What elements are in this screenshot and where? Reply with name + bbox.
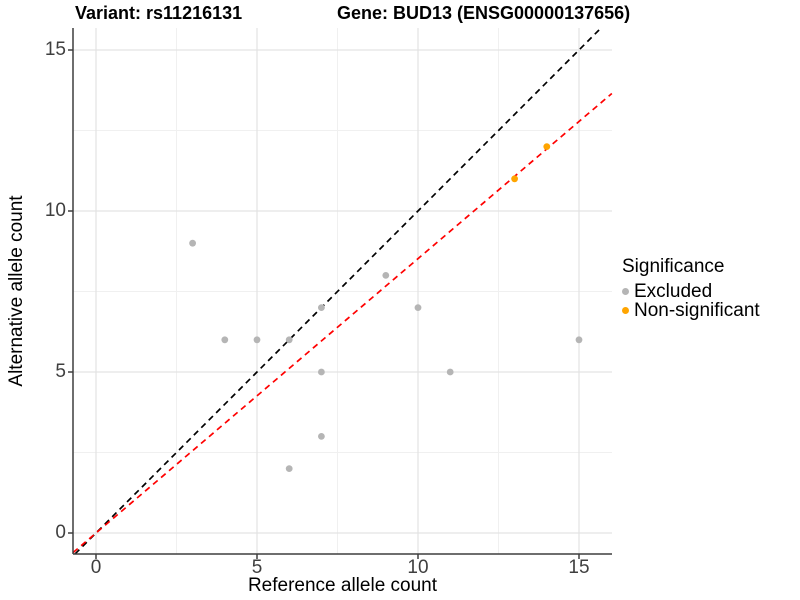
- data-point-excluded: [253, 336, 261, 344]
- legend-point-icon: [622, 288, 629, 295]
- data-point-excluded: [382, 272, 390, 279]
- data-point-excluded: [318, 433, 325, 440]
- x-tick-label-15: 15: [568, 557, 590, 578]
- y-axis-title: Alternative allele count: [6, 195, 27, 387]
- data-point-excluded: [318, 304, 325, 311]
- data-point-non-significant: [543, 143, 551, 151]
- legend-item-label: Non-significant: [634, 299, 760, 321]
- y-tick-label-0: 0: [55, 522, 66, 543]
- legend-point-icon: [622, 307, 629, 314]
- y-tick-label-5: 5: [55, 361, 66, 382]
- data-point-excluded: [285, 336, 293, 344]
- legend-items: Excluded Non-significant: [620, 280, 760, 321]
- x-axis-title: Reference allele count: [247, 575, 438, 596]
- data-point-excluded: [414, 304, 422, 311]
- data-point-non-significant: [511, 175, 518, 183]
- legend-title: Significance: [622, 256, 725, 277]
- legend: Significance Excluded Non-significant: [620, 256, 760, 321]
- plot-title-variant: Variant: rs11216131: [75, 3, 243, 23]
- legend-item-excluded: Excluded: [620, 280, 760, 302]
- y-tick-label-15: 15: [44, 39, 66, 60]
- legend-item-non-significant: Non-significant: [620, 299, 760, 321]
- reference-line-identity: [74, 27, 602, 555]
- x-tick-label-10: 10: [407, 557, 429, 578]
- data-point-excluded: [575, 336, 583, 344]
- data-point-excluded: [446, 368, 454, 376]
- plot-title-gene: Gene: BUD13 (ENSG00000137656): [337, 3, 631, 23]
- x-tick-label-5: 5: [251, 557, 263, 578]
- reference-line-expected-allelic-ratio: [72, 92, 613, 554]
- data-point-excluded: [318, 368, 325, 376]
- data-point-excluded: [189, 239, 197, 247]
- y-tick-label-10: 10: [44, 200, 66, 221]
- data-point-excluded: [221, 336, 229, 344]
- legend-item-label: Excluded: [634, 280, 713, 302]
- x-tick-label-0: 0: [90, 557, 102, 578]
- data-point-excluded: [285, 465, 293, 472]
